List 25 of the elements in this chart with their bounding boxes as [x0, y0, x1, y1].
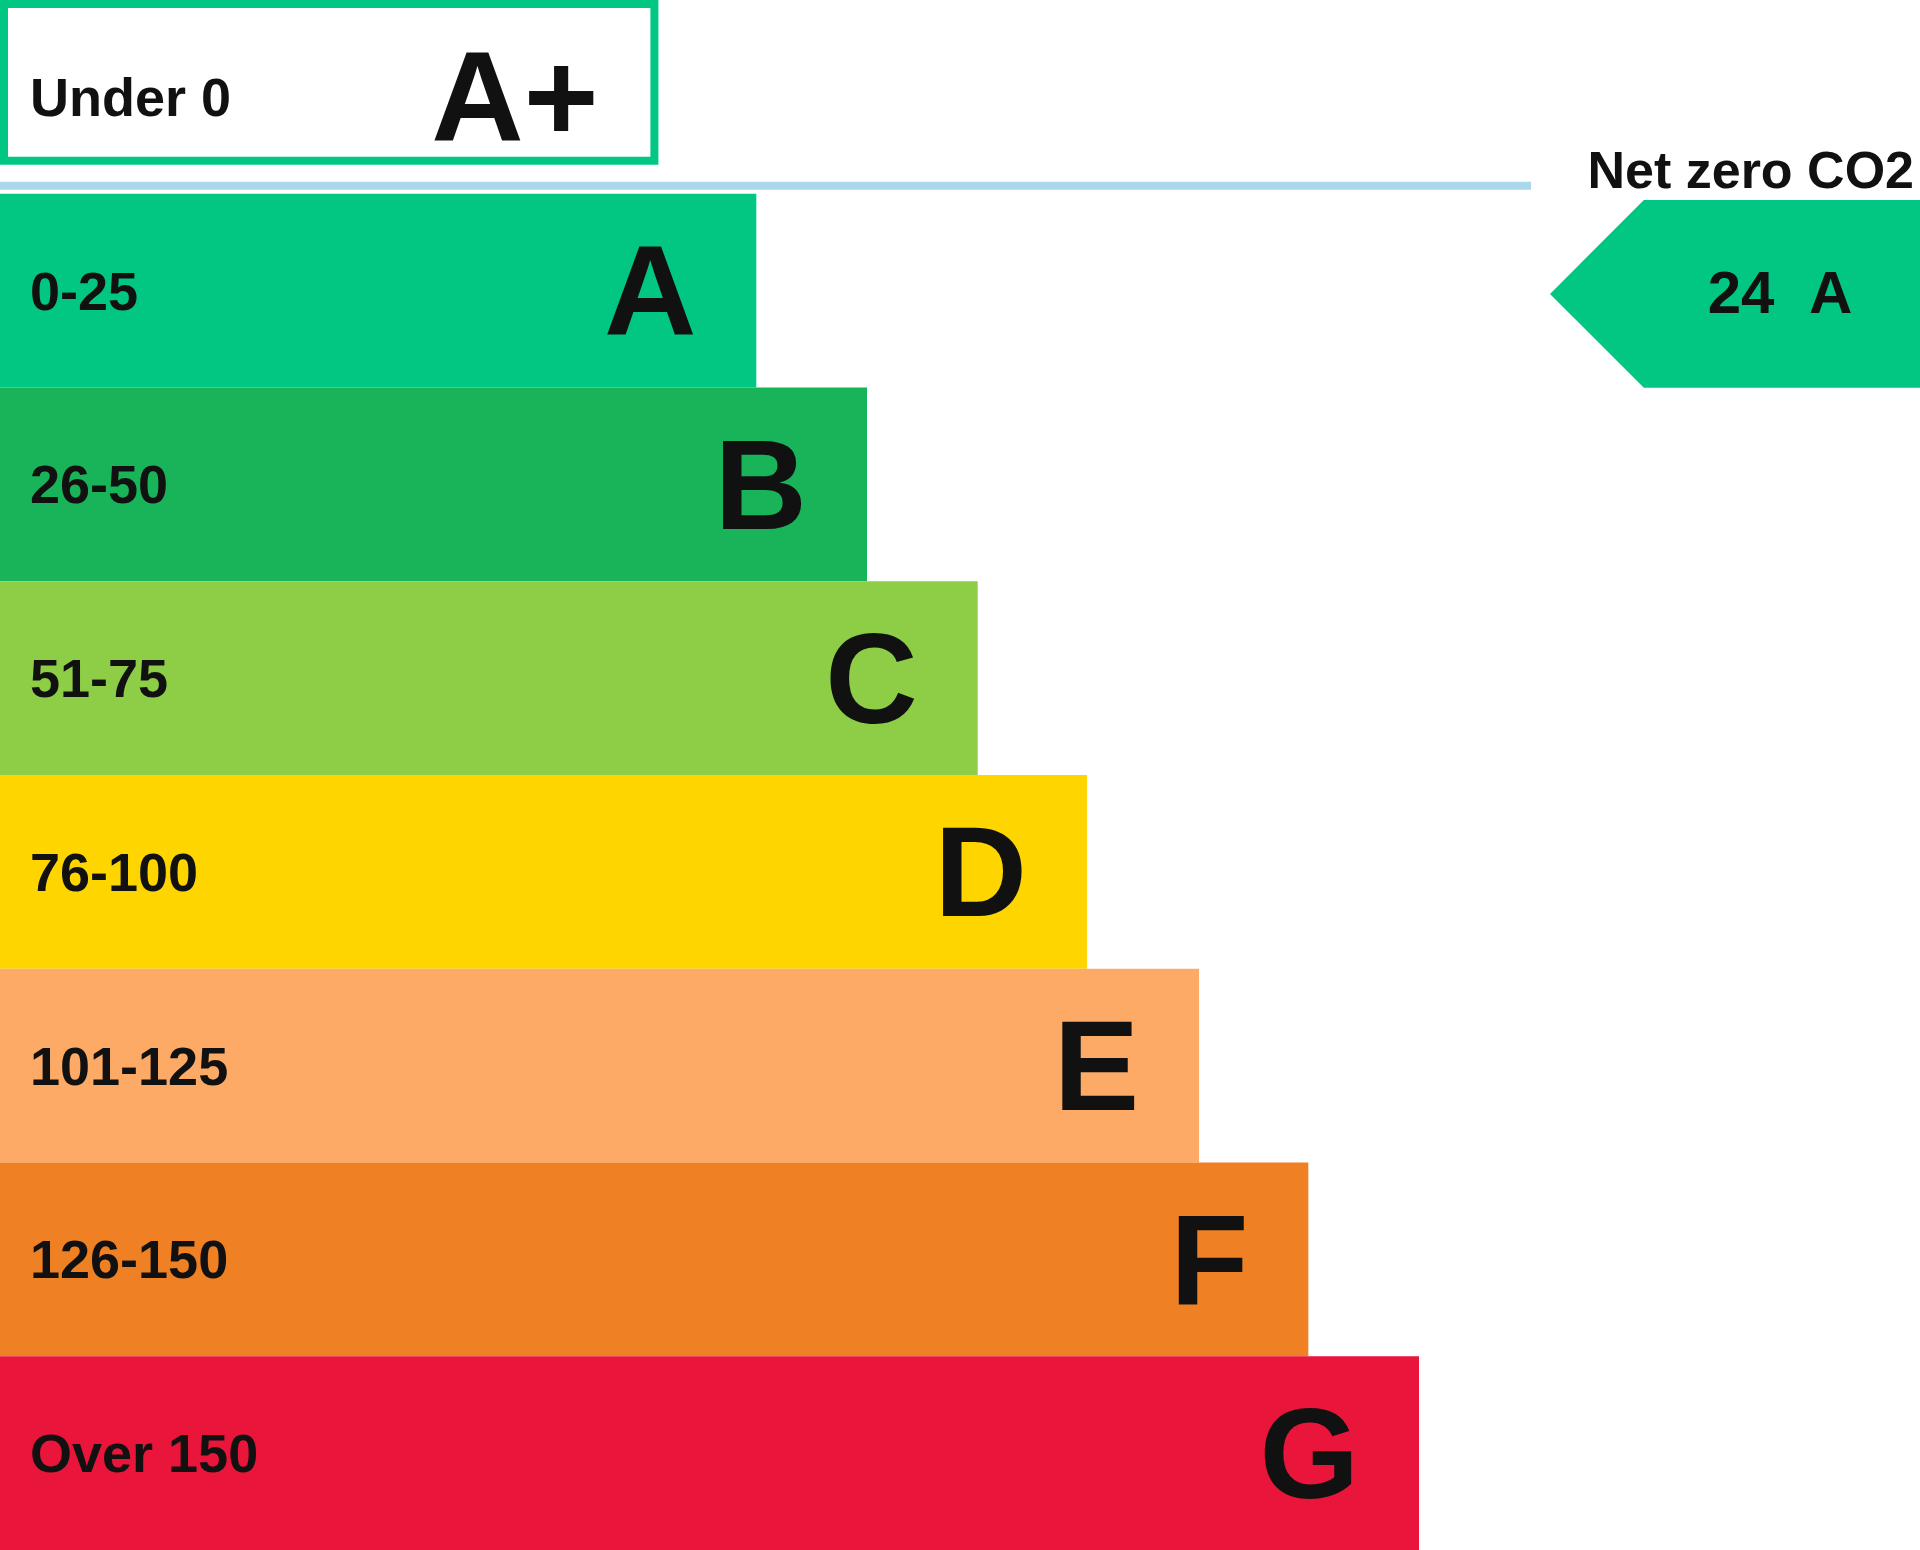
y-tick-label: 0-25 [30, 260, 139, 321]
bar [0, 193, 757, 388]
bar [0, 581, 978, 775]
y-tick-label: 26-50 [30, 454, 169, 515]
annotation: F [1170, 1187, 1249, 1331]
y-tick-label: 51-75 [30, 648, 169, 709]
bar [0, 1356, 1419, 1550]
ref-line-label: Net zero CO2 [1587, 140, 1914, 199]
y-tick-label: Under 0 [30, 66, 232, 127]
bar [0, 1162, 1309, 1357]
y-tick-label: 76-100 [30, 841, 199, 902]
y-tick-label: Over 150 [30, 1423, 259, 1484]
annotation: A [603, 219, 697, 363]
annotation: G [1259, 1381, 1359, 1525]
annotation: D [934, 800, 1027, 944]
bar [0, 775, 1087, 969]
bar [0, 387, 868, 582]
y-tick-label: 126-150 [30, 1229, 229, 1290]
annotation: C [825, 606, 918, 750]
annotation: E [1053, 994, 1140, 1138]
bar [0, 968, 1200, 1163]
annotation: A+ [431, 25, 599, 169]
text: 24 A [1706, 257, 1854, 327]
y-tick-label: 101-125 [30, 1035, 229, 1096]
annotation: B [714, 412, 808, 556]
